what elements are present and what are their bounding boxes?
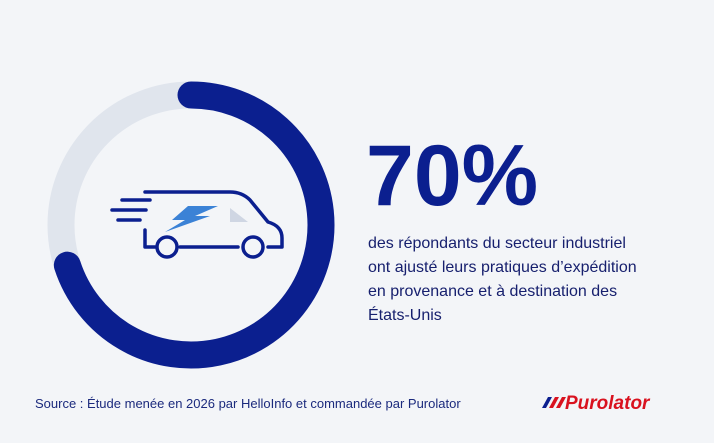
description-line: ont ajusté leurs pratiques d’expédition xyxy=(368,259,637,276)
brand-logo: Purolator xyxy=(542,393,651,414)
brand-name: Purolator xyxy=(565,393,651,414)
description-line: en provenance et à destination des xyxy=(368,283,617,300)
van-icon xyxy=(110,190,284,259)
value-label: 70% xyxy=(366,128,538,224)
lightning-icon xyxy=(165,206,218,232)
description-line: États-Unis xyxy=(368,305,442,324)
source: Source : Étude menée en 2026 par HelloIn… xyxy=(35,396,461,411)
description-line: des répondants du secteur industriel xyxy=(368,235,626,252)
donut-arc xyxy=(53,81,335,369)
